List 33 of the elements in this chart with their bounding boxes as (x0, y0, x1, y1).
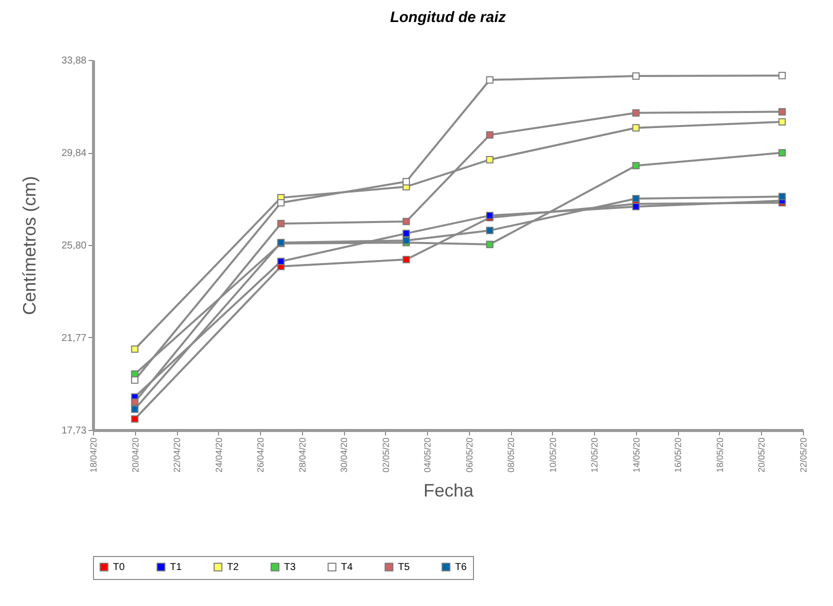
legend-label: T3 (284, 562, 296, 574)
x-tick-label: 16/05/20 (673, 438, 684, 473)
legend-label: T5 (398, 562, 410, 574)
x-tick-label: 10/05/20 (548, 438, 558, 473)
x-tick-label: 24/04/20 (214, 438, 224, 473)
y-tick-label: 17,73 (61, 426, 87, 436)
x-tick-label: 20/05/20 (756, 438, 767, 473)
x-tick-label: 30/04/20 (339, 438, 350, 473)
y-tick-label: 21,77 (61, 332, 87, 344)
x-tick-label: 18/05/20 (714, 438, 725, 473)
x-tick-label: 18/04/20 (88, 438, 98, 473)
x-tick-label: 22/04/20 (172, 438, 182, 473)
x-axis-title: Fecha (423, 480, 474, 501)
x-tick-label: 02/05/20 (380, 438, 391, 473)
x-tick-label: 06/05/20 (464, 438, 474, 473)
x-tick-label: 14/05/20 (631, 438, 642, 473)
x-tick-label: 04/05/20 (422, 438, 433, 473)
x-tick-label: 08/05/20 (506, 438, 516, 473)
x-tick-label: 28/04/20 (297, 438, 308, 473)
y-tick-label: 33,88 (61, 56, 87, 66)
legend-label: T0 (113, 562, 126, 574)
y-tick-label: 25,80 (61, 240, 87, 252)
x-tick-label: 26/04/20 (256, 438, 266, 473)
legend-label: T1 (170, 562, 182, 574)
y-tick-label: 29,84 (61, 148, 87, 160)
x-tick-label: 20/04/20 (130, 438, 140, 473)
legend-label: T6 (455, 562, 468, 574)
chart-title: Longitud de raiz (390, 9, 506, 26)
legend-label: T2 (227, 562, 240, 574)
legend-label: T4 (341, 562, 354, 574)
x-tick-label: 22/05/20 (798, 438, 808, 473)
x-tick-label: 12/05/20 (590, 438, 600, 473)
y-axis-title: Centímetros (cm) (19, 176, 40, 316)
